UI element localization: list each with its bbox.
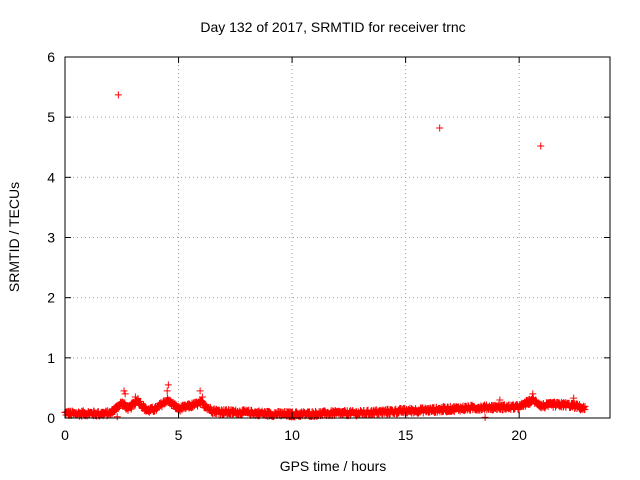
data-point bbox=[164, 381, 172, 389]
data-point bbox=[570, 394, 578, 402]
data-point bbox=[120, 387, 128, 395]
x-tick-label: 20 bbox=[511, 427, 527, 443]
y-tick-label: 1 bbox=[47, 350, 55, 366]
y-axis-title: SRMTID / TECUs bbox=[6, 182, 22, 292]
data-point bbox=[580, 404, 588, 412]
y-tick-label: 6 bbox=[47, 49, 55, 65]
data-point bbox=[113, 413, 121, 421]
y-tick-label: 4 bbox=[47, 169, 55, 185]
y-tick-label: 2 bbox=[47, 290, 55, 306]
grid bbox=[65, 57, 610, 418]
data-point bbox=[131, 393, 139, 401]
y-tick-label: 3 bbox=[47, 230, 55, 246]
data-point bbox=[529, 390, 537, 398]
outlier-point bbox=[436, 124, 444, 132]
data-point bbox=[137, 398, 145, 406]
data-point bbox=[198, 393, 206, 401]
chart-title: Day 132 of 2017, SRMTID for receiver trn… bbox=[200, 19, 465, 35]
y-tick-label: 5 bbox=[47, 109, 55, 125]
data-point bbox=[581, 406, 589, 414]
data-point bbox=[196, 387, 204, 395]
data-point bbox=[194, 402, 202, 410]
outlier-point bbox=[114, 91, 122, 99]
y-tick-label: 0 bbox=[47, 410, 55, 426]
data-point bbox=[176, 407, 184, 415]
x-tick-label: 10 bbox=[284, 427, 300, 443]
data-point bbox=[189, 403, 197, 411]
data-point bbox=[163, 387, 171, 395]
data-point bbox=[127, 405, 135, 413]
data-point bbox=[152, 406, 160, 414]
x-tick-label: 15 bbox=[398, 427, 414, 443]
x-tick-label: 5 bbox=[175, 427, 183, 443]
x-tick-label: 0 bbox=[61, 427, 69, 443]
data-point bbox=[121, 390, 129, 398]
outlier-point bbox=[537, 142, 545, 150]
x-axis-title: GPS time / hours bbox=[280, 458, 387, 474]
data-point bbox=[496, 396, 504, 404]
axis-ticks: 0 5 10 15 20 0 1 2 3 4 5 6 bbox=[47, 49, 610, 443]
data-point bbox=[481, 413, 489, 421]
